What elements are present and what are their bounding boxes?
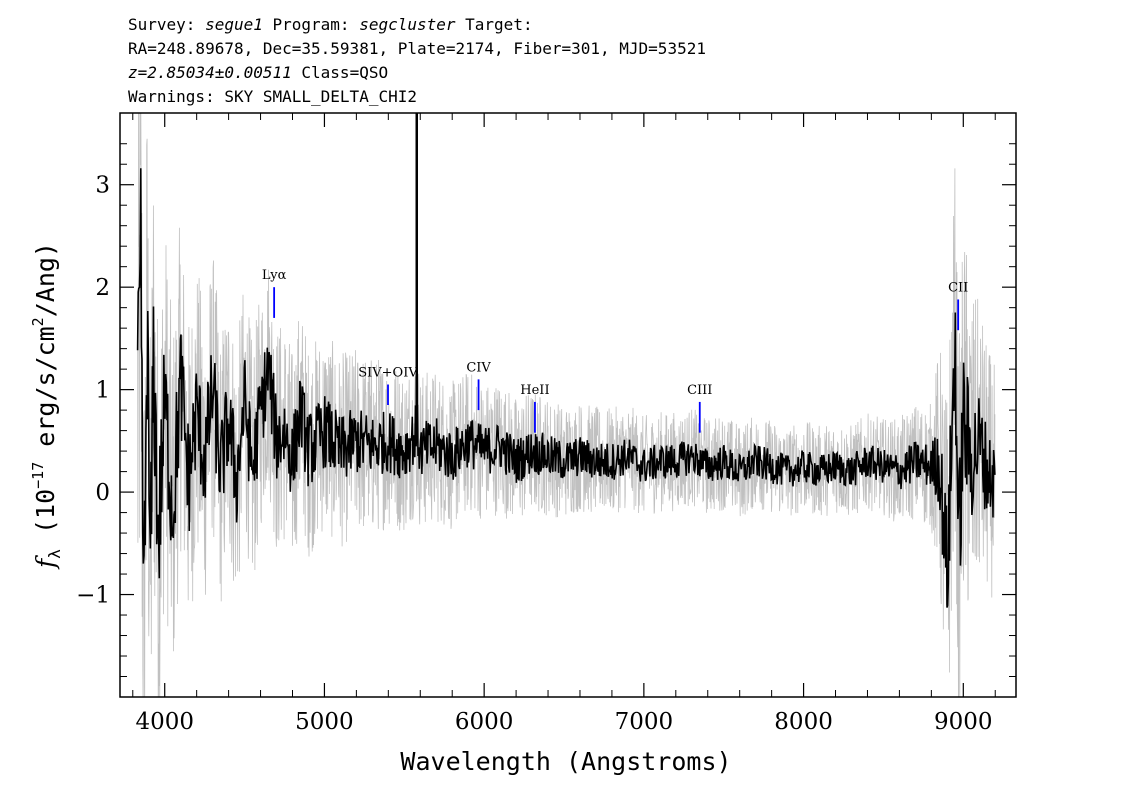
plot-area [136, 113, 996, 697]
line-label-1: SIV+OIV [358, 366, 418, 381]
x-axis-title: Wavelength (Angstroms) [400, 747, 731, 776]
line-label-0: Lyα [262, 268, 287, 283]
x-tick-label-0: 4000 [135, 709, 194, 735]
error-trace [137, 113, 996, 697]
x-tick-label-5: 9000 [934, 709, 993, 735]
line-label-4: CIII [687, 383, 712, 398]
error-band [137, 113, 996, 697]
y-axis: −1 0 1 2 3 [76, 143, 1016, 678]
y-tick-label-2: 1 [95, 378, 110, 404]
x-tick-label-3: 7000 [615, 709, 674, 735]
line-label-5: CII [948, 280, 968, 295]
flux-series [136, 113, 996, 608]
plot-frame [119, 112, 1017, 698]
y-tick-label-0: −1 [76, 583, 110, 609]
line-markers: Lyα SIV+OIV CIV HeII CIII CII [262, 268, 968, 433]
x-tick-label-1: 5000 [295, 709, 354, 735]
line-label-3: HeII [520, 383, 549, 398]
header-line-warnings: Warnings: SKY SMALL_DELTA_CHI2 [128, 87, 417, 106]
y-tick-label-1: 0 [95, 480, 110, 506]
header-line-survey: Survey: segue1 Program: segcluster Targe… [128, 15, 533, 34]
y-axis-title: fλ (10−17 erg/s/cm2/Ang) [29, 242, 64, 570]
y-tick-label-4: 3 [95, 173, 110, 199]
x-axis: 4000 5000 6000 7000 8000 9000 [132, 113, 996, 735]
x-tick-label-4: 8000 [774, 709, 833, 735]
header-line-coordinates: RA=248.89678, Dec=35.59381, Plate=2174, … [128, 39, 706, 58]
y-tick-label-3: 2 [95, 275, 110, 301]
header-line-redshift: z=2.85034±0.00511 Class=QSO [128, 63, 388, 82]
x-tick-label-2: 6000 [455, 709, 514, 735]
flux-trace [136, 168, 996, 608]
line-label-2: CIV [466, 360, 491, 375]
